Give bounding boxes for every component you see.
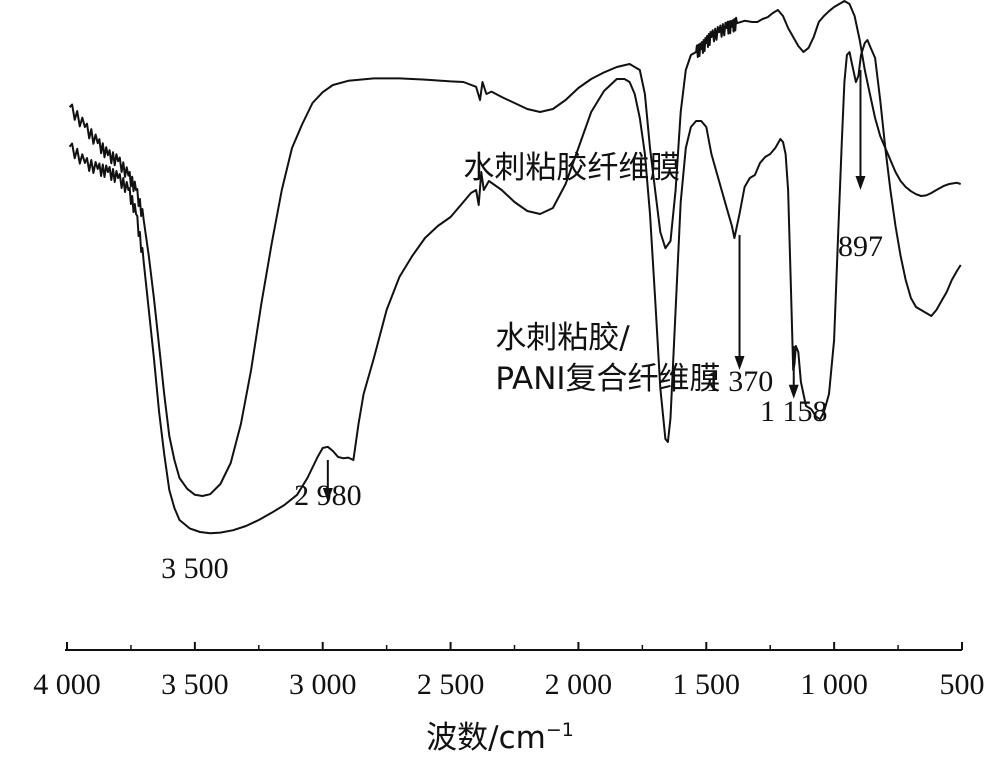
peak-arrow-head	[855, 176, 866, 190]
x-tick-label: 1 500	[673, 668, 741, 701]
series-label-3: PANI复合纤维膜	[495, 361, 720, 397]
peak-label: 897	[838, 230, 883, 263]
spectrum-line-1	[68, 0, 962, 497]
peak-label: 3 500	[161, 552, 229, 585]
peak-label: 1 370	[706, 365, 774, 398]
x-tick-label: 500	[940, 668, 985, 701]
x-axis-ticks: 4 000 3 500 3 000 2 500 2 000 1 500 1 000 500	[33, 642, 985, 701]
x-tick-label: 1 000	[800, 668, 868, 701]
x-tick-label: 2 000	[545, 668, 613, 701]
spectrum-line-2	[68, 39, 962, 535]
series-layer	[68, 0, 962, 535]
x-tick-label: 2 500	[417, 668, 485, 701]
peak-arrow-head	[734, 356, 745, 370]
peak-arrow-head	[788, 384, 799, 399]
x-axis-title: 波数/cm−1	[426, 719, 574, 756]
peak-label: 2 980	[294, 479, 362, 512]
x-tick-label: 3 500	[161, 668, 229, 701]
x-tick-label: 3 000	[289, 668, 357, 701]
series-label-1: 水刺粘胶纤维膜	[463, 150, 680, 186]
peak-label: 1 158	[760, 395, 828, 428]
x-tick-label: 4 000	[33, 668, 101, 701]
peak-arrow-head	[322, 488, 333, 502]
series-label-2: 水刺粘胶/	[495, 320, 630, 356]
x-axis-unit-superscript: −1	[546, 719, 574, 741]
